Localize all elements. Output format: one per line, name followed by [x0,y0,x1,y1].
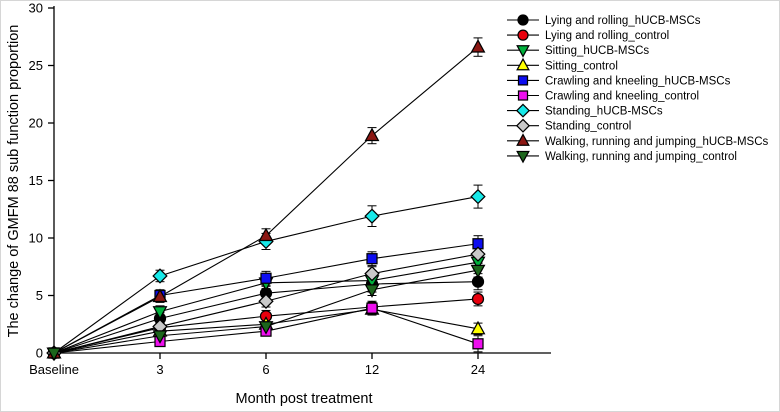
marker-sitting-control [470,320,486,335]
axes: 0 5 10 15 20 25 30 Baseline 3 6 12 24 [29,1,551,377]
legend-label: Lying and rolling_hUCB-MSCs [545,15,701,27]
x-tick-label: 6 [262,362,269,377]
marker-sitting-hucb-mscs [152,306,168,320]
legend-marker-standing-hucb-mscs [515,103,531,118]
legend-label: Lying and rolling_control [545,30,669,42]
x-axis-title: Month post treatment [235,391,373,407]
marker-walking-running-and-jumping-control [470,264,486,279]
x-tick-label: Baseline [29,362,79,377]
legend-label: Sitting_control [545,60,618,72]
marker-standing-control [258,293,274,309]
legend-label: Sitting_hUCB-MSCs [545,45,649,57]
legend-marker-walking-running-and-jumping-control [516,150,530,164]
marker-walking-running-and-jumping-hucb-mscs [470,38,486,53]
marker-standing-control [470,246,486,262]
y-tick-label: 15 [29,173,43,188]
y-tick-label: 25 [29,58,43,73]
legend-item-sitting-control: Sitting_control [507,57,618,72]
legend-item-lying-and-rolling-control: Lying and rolling_control [507,29,669,42]
marker-walking-running-and-jumping-control [152,330,168,344]
legend-marker-standing-control [515,118,531,133]
legend-marker-lying-and-rolling-hucb-mscs [517,14,529,26]
legend-item-walking-running-and-jumping-control: Walking, running and jumping_control [507,150,737,164]
marker-walking-running-and-jumping-control [258,321,274,335]
y-tick-label: 5 [36,288,43,303]
marker-standing-control [364,265,380,282]
legend-marker-walking-running-and-jumping-hucb-mscs [516,133,530,146]
marker-walking-running-and-jumping-hucb-mscs [364,127,380,142]
legend-marker-sitting-control [516,57,530,71]
marker-standing-hucb-mscs [152,268,168,284]
legend-marker-sitting-hucb-mscs [516,45,530,58]
legend-label: Walking, running and jumping_control [545,151,737,163]
legend-item-standing-control: Standing_control [507,118,631,133]
legend: Lying and rolling_hUCB-MSCs Lying and rol… [507,14,769,164]
legend-item-walking-running-and-jumping-hucb-mscs: Walking, running and jumping_hUCB-MSCs [507,133,769,148]
legend-label: Standing_control [545,121,631,133]
marker-walking-running-and-jumping-hucb-mscs [152,288,168,303]
y-tick-label: 30 [29,1,43,16]
marker-crawling-and-kneeling-control [472,338,484,350]
legend-marker-lying-and-rolling-control [517,29,529,41]
legend-label: Crawling and kneeling_hUCB-MSCs [545,75,731,87]
x-tick-label: 3 [156,362,163,377]
legend-item-sitting-hucb-mscs: Sitting_hUCB-MSCs [507,45,649,58]
legend-label: Walking, running and jumping_hUCB-MSCs [545,136,769,148]
legend-label: Standing_hUCB-MSCs [545,106,663,118]
legend-item-lying-and-rolling-hucb-mscs: Lying and rolling_hUCB-MSCs [507,14,701,27]
legend-item-crawling-and-kneeling-control: Crawling and kneeling_control [507,90,699,103]
y-tick-label: 0 [36,346,43,361]
legend-item-crawling-and-kneeling-hucb-mscs: Crawling and kneeling_hUCB-MSCs [507,75,731,87]
marker-lying-and-rolling-control [471,292,485,306]
y-tick-label: 10 [29,231,43,246]
series-walking-running-and-jumping-control [46,264,486,362]
marker-crawling-and-kneeling-control [366,302,378,314]
y-axis-title: The change of GMFM 88 sub function propo… [6,24,22,338]
marker-walking-running-and-jumping-control [364,284,380,298]
marker-crawling-and-kneeling-hucb-mscs [366,253,378,265]
legend-marker-crawling-and-kneeling-control [517,90,529,101]
y-tick-label: 20 [29,116,43,131]
marker-crawling-and-kneeling-hucb-mscs [260,272,272,284]
marker-standing-hucb-mscs [364,208,380,224]
marker-walking-running-and-jumping-control [46,347,62,362]
x-tick-label: 12 [365,362,379,377]
legend-label: Crawling and kneeling_control [545,91,699,103]
marker-walking-running-and-jumping-hucb-mscs [258,227,274,242]
marker-standing-hucb-mscs [470,188,486,205]
legend-marker-crawling-and-kneeling-hucb-mscs [517,75,529,86]
legend-item-standing-hucb-mscs: Standing_hUCB-MSCs [507,103,663,118]
x-tick-label: 24 [471,362,485,377]
